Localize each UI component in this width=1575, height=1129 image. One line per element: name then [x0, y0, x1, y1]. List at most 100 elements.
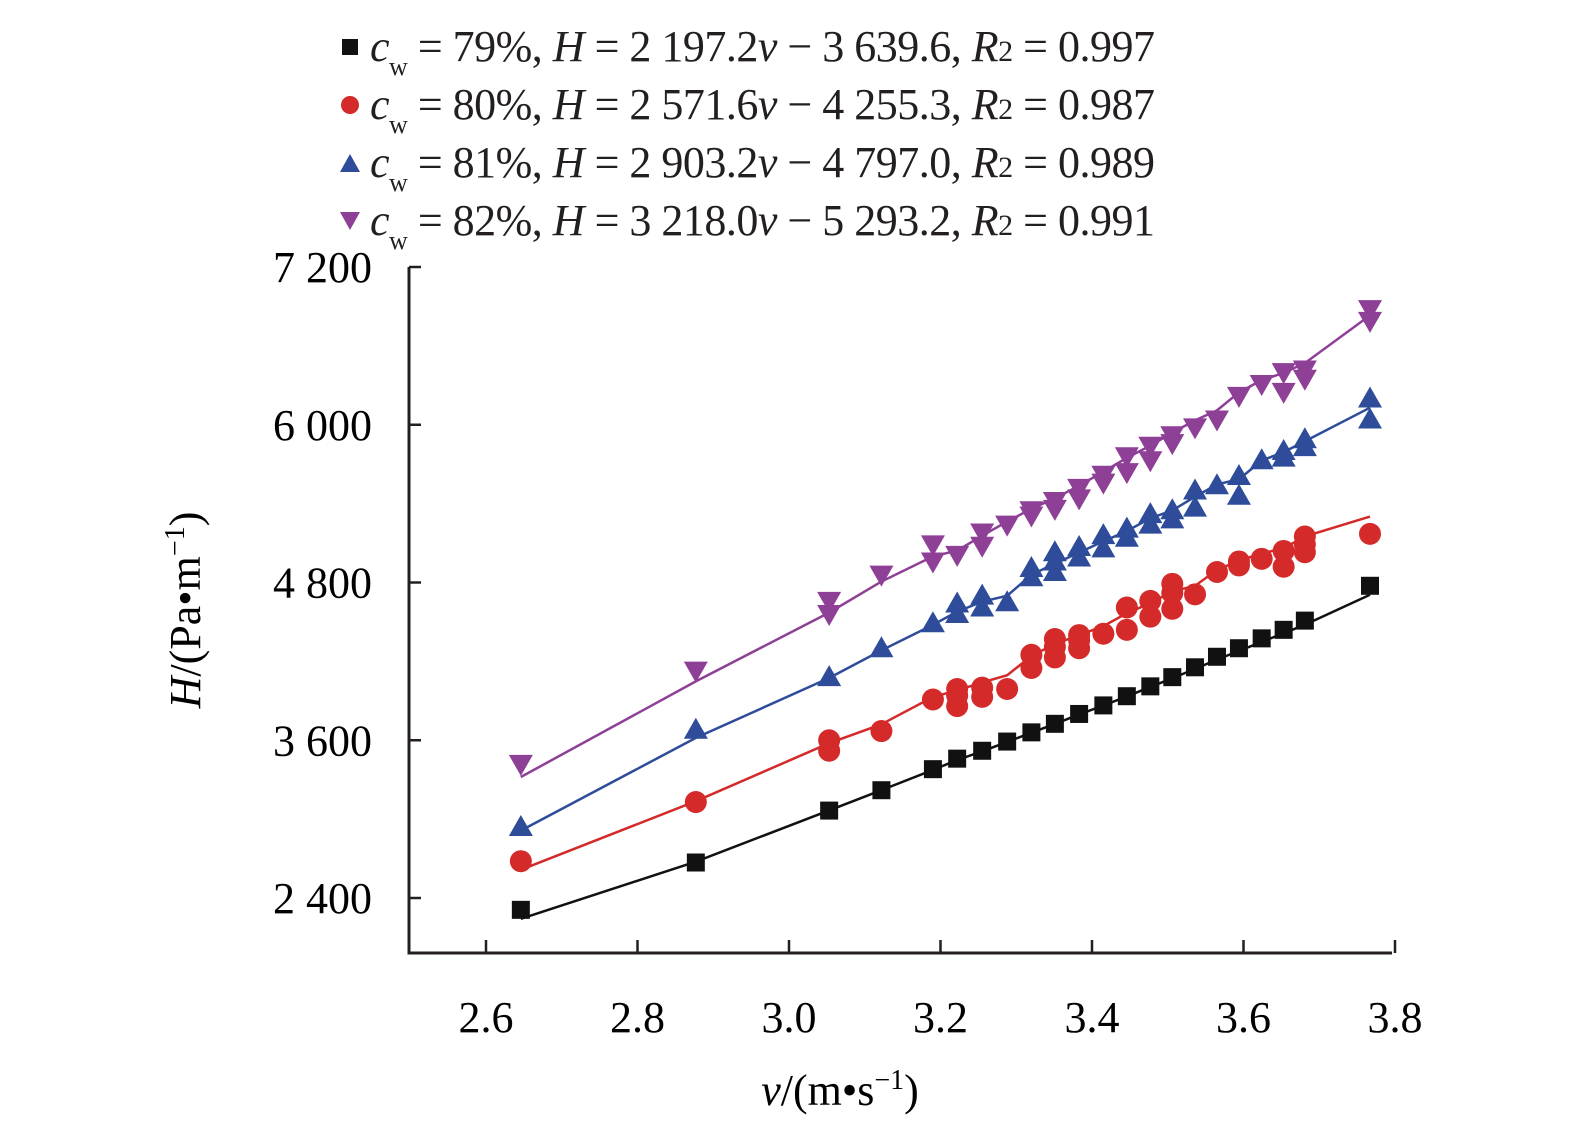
- data-point-triangle-down: [1114, 447, 1139, 469]
- data-point-triangle-down: [1138, 436, 1163, 458]
- data-point-triangle-up: [920, 611, 945, 633]
- legend-label: cw = 81%, H = 2 903.2v − 4 797.0, R2 = 0…: [370, 138, 1155, 197]
- data-point-triangle-down: [1249, 374, 1274, 396]
- data-point-triangle-down: [970, 536, 995, 558]
- y-tick-label: 7 200: [273, 243, 372, 292]
- data-point-triangle-down: [920, 535, 945, 557]
- data-point-circle: [870, 720, 893, 743]
- axes: [407, 265, 1397, 955]
- data-point-circle: [1161, 572, 1184, 595]
- series-line-4: [520, 314, 1371, 779]
- data-point-triangle-up: [1042, 559, 1067, 581]
- tick-labels: 2 400 3 600 4 800 6 000 7 200 2.6 2.8 3.0 3.2 3.4…: [273, 243, 1423, 1042]
- x-tick-label: 3.0: [762, 993, 817, 1042]
- data-point-triangle-up: [945, 591, 970, 613]
- data-point-square: [948, 749, 967, 768]
- data-point-triangle-up: [1358, 386, 1383, 408]
- data-point-triangle-down: [1042, 491, 1067, 513]
- data-point-triangle-up: [1067, 535, 1092, 557]
- data-point-circle: [818, 729, 841, 752]
- data-point-triangle-up: [1091, 523, 1116, 545]
- data-point-circle: [1272, 539, 1295, 562]
- data-point-circle: [1092, 622, 1115, 645]
- data-point-circle: [996, 677, 1019, 700]
- data-point-triangle-down: [920, 552, 945, 574]
- data-point-square: [1361, 576, 1380, 595]
- data-point-triangle-down: [508, 754, 533, 776]
- data-point-triangle-down: [1358, 300, 1383, 322]
- data-point-triangle-up: [995, 590, 1020, 612]
- data-point-triangle-up: [1067, 545, 1092, 567]
- data-point-circle: [1184, 583, 1207, 606]
- legend-label: cw = 80%, H = 2 571.6v − 4 255.3, R2 = 0…: [370, 80, 1155, 139]
- data-point-circle: [921, 688, 944, 711]
- data-point-circle: [1043, 628, 1066, 651]
- data-point-square: [1295, 611, 1314, 630]
- data-point-triangle-down: [1358, 311, 1383, 333]
- x-tick-label: 2.8: [610, 993, 665, 1042]
- data-point-square: [686, 853, 705, 872]
- data-point-circle: [684, 791, 707, 814]
- data-point-square: [1229, 639, 1248, 658]
- x-tick-label: 3.6: [1216, 993, 1271, 1042]
- data-point-triangle-up: [1138, 512, 1163, 534]
- data-point-circle: [1115, 596, 1138, 619]
- triangle-down-marker-icon: [330, 211, 370, 231]
- data-point-triangle-down: [1204, 410, 1229, 432]
- x-axis-title: v/(m•s−1): [761, 1065, 919, 1115]
- data-point-square: [1207, 647, 1226, 666]
- data-point-square: [923, 760, 942, 779]
- data-point-circle: [946, 677, 969, 700]
- data-point-triangle-down: [1271, 363, 1296, 385]
- data-point-circle: [1068, 624, 1091, 647]
- data-point-triangle-down: [1091, 465, 1116, 487]
- series-line-3: [520, 406, 1371, 832]
- data-point-square: [1070, 704, 1089, 723]
- data-points: [508, 300, 1383, 919]
- data-point-triangle-up: [1091, 536, 1116, 558]
- legend-item: cw = 82%, H = 3 218.0v − 5 293.2, R2 = 0…: [330, 192, 1155, 255]
- data-point-triangle-up: [1160, 498, 1185, 520]
- fit-lines: [520, 314, 1371, 920]
- legend-item: cw = 81%, H = 2 903.2v − 4 797.0, R2 = 0…: [330, 134, 1155, 197]
- data-point-circle: [1359, 522, 1382, 545]
- series-line-2: [520, 515, 1371, 871]
- data-point-square: [1045, 714, 1064, 733]
- data-point-circle: [1115, 618, 1138, 641]
- data-point-circle: [1293, 525, 1316, 548]
- data-point-square: [820, 801, 839, 820]
- data-point-triangle-up: [1226, 483, 1251, 505]
- x-tick-label: 3.8: [1368, 993, 1423, 1042]
- data-point-square: [1141, 677, 1160, 696]
- data-point-triangle-down: [817, 605, 842, 627]
- data-point-square: [1274, 620, 1293, 639]
- data-point-triangle-down: [995, 515, 1020, 537]
- data-point-triangle-up: [1249, 448, 1274, 470]
- data-point-square: [1094, 696, 1113, 715]
- data-point-circle: [1161, 597, 1184, 620]
- triangle-up-marker-icon: [330, 153, 370, 173]
- legend-item: cw = 80%, H = 2 571.6v − 4 255.3, R2 = 0…: [330, 76, 1155, 139]
- data-point-square: [1186, 658, 1205, 677]
- data-point-square: [973, 741, 992, 760]
- data-point-triangle-up: [945, 602, 970, 624]
- data-point-triangle-up: [1114, 516, 1139, 538]
- data-point-triangle-up: [970, 583, 995, 605]
- circle-marker-icon: [330, 94, 370, 116]
- data-point-square: [1163, 668, 1182, 687]
- data-point-triangle-down: [817, 591, 842, 613]
- data-point-square: [1022, 723, 1041, 742]
- data-point-square: [1252, 629, 1271, 648]
- data-point-square: [511, 900, 530, 919]
- data-point-triangle-up: [1183, 478, 1208, 500]
- data-point-triangle-down: [970, 523, 995, 545]
- data-point-triangle-up: [1204, 473, 1229, 495]
- data-point-triangle-down: [1067, 478, 1092, 500]
- legend-label: cw = 82%, H = 3 218.0v − 5 293.2, R2 = 0…: [370, 196, 1155, 255]
- series-line-1: [520, 593, 1371, 920]
- data-point-circle: [1227, 550, 1250, 573]
- data-point-square: [998, 732, 1017, 751]
- data-point-triangle-down: [683, 661, 708, 683]
- data-point-triangle-up: [1019, 556, 1044, 578]
